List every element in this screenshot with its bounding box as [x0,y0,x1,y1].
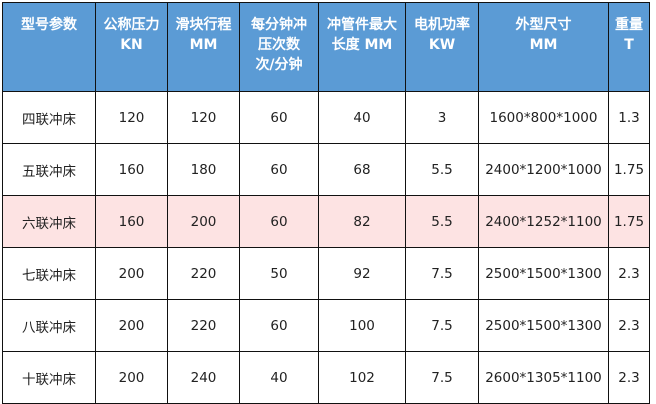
table-cell: 60 [239,299,319,352]
table-row: 五联冲床 160 180 60 68 5.5 2400*1200*1000 1.75 [2,143,650,196]
table-cell: 5.5 [405,195,479,248]
header-row: 型号参数 公称压力 KN 滑块行程 MM 每分钟冲 压次数 次/分钟 冲管件最大 长度 MM 电机功… [2,2,650,92]
column-header: 电机功率 KW [405,2,479,92]
table-cell: 200 [95,247,168,300]
table-cell: 五联冲床 [2,143,96,196]
table-cell: 240 [167,351,240,404]
table-cell: 60 [239,143,319,196]
column-header: 每分钟冲 压次数 次/分钟 [239,2,319,92]
table-row: 四联冲床 120 120 60 40 3 1600*800*1000 1.3 [2,91,650,144]
table-row: 七联冲床 200 220 50 92 7.5 2500*1500*1300 2.3 [2,247,650,300]
table-cell: 50 [239,247,319,300]
table-cell: 7.5 [405,247,479,300]
table-row: 十联冲床 200 240 40 102 7.5 2600*1305*1100 2.3 [2,351,650,404]
table-cell: 60 [239,195,319,248]
table-cell: 5.5 [405,143,479,196]
table-cell: 1.75 [608,143,650,196]
table-cell: 180 [167,143,240,196]
table-cell: 92 [318,247,406,300]
table-cell: 200 [95,351,168,404]
table-cell: 60 [239,91,319,144]
table-cell: 100 [318,299,406,352]
table-cell: 七联冲床 [2,247,96,300]
table-cell: 六联冲床 [2,195,96,248]
table-cell: 四联冲床 [2,91,96,144]
table-cell: 2400*1252*1100 [478,195,609,248]
table-row: 六联冲床 160 200 60 82 5.5 2400*1252*1100 1.75 [2,195,650,248]
table-cell: 2.3 [608,247,650,300]
table-cell: 7.5 [405,351,479,404]
table-cell: 68 [318,143,406,196]
column-header: 重量 T [608,2,650,92]
table-cell: 八联冲床 [2,299,96,352]
table-cell: 2400*1200*1000 [478,143,609,196]
table-cell: 2.3 [608,351,650,404]
table-cell: 2.3 [608,299,650,352]
table-cell: 200 [95,299,168,352]
table-cell: 十联冲床 [2,351,96,404]
column-header: 冲管件最大 长度 MM [318,2,406,92]
table-cell: 160 [95,143,168,196]
column-header: 外型尺寸 MM [478,2,609,92]
table-row: 八联冲床 200 220 60 100 7.5 2500*1500*1300 2.3 [2,299,650,352]
table-cell: 160 [95,195,168,248]
table-cell: 82 [318,195,406,248]
table-cell: 1.3 [608,91,650,144]
table-cell: 2500*1500*1300 [478,299,609,352]
table-cell: 2600*1305*1100 [478,351,609,404]
table-cell: 1600*800*1000 [478,91,609,144]
table-cell: 2500*1500*1300 [478,247,609,300]
column-header: 型号参数 [2,2,96,92]
table-cell: 220 [167,247,240,300]
table-cell: 120 [95,91,168,144]
table-cell: 3 [405,91,479,144]
table-cell: 120 [167,91,240,144]
table-cell: 40 [239,351,319,404]
table-cell: 220 [167,299,240,352]
table-cell: 7.5 [405,299,479,352]
column-header: 滑块行程 MM [167,2,240,92]
column-header: 公称压力 KN [95,2,168,92]
table-cell: 200 [167,195,240,248]
table-cell: 40 [318,91,406,144]
table-cell: 1.75 [608,195,650,248]
table-cell: 102 [318,351,406,404]
